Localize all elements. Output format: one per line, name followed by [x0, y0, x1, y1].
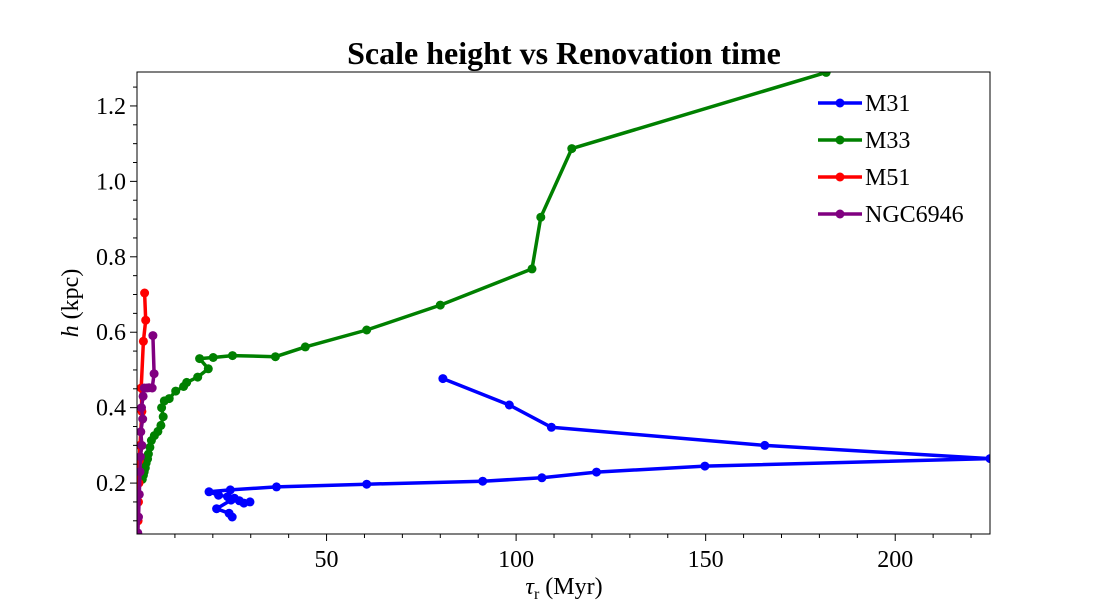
- data-point-m31: [478, 476, 488, 486]
- data-point-m33: [362, 325, 372, 335]
- data-point-ngc6946: [138, 391, 148, 401]
- x-tick-label: 100: [498, 547, 534, 573]
- data-point-ngc6946: [137, 467, 145, 477]
- data-point-m33: [435, 300, 445, 310]
- legend-label: NGC6946: [865, 202, 964, 228]
- legend-marker: [835, 98, 845, 108]
- x-tick-label: 50: [315, 547, 339, 573]
- data-point-m33: [821, 72, 831, 77]
- data-point-m31: [272, 482, 281, 492]
- y-tick-label: 0.4: [96, 396, 126, 422]
- y-axis-label: h (kpc): [58, 269, 84, 338]
- data-point-ngc6946: [137, 403, 146, 413]
- data-point-m33: [193, 372, 203, 382]
- y-tick-label: 1.0: [96, 169, 126, 195]
- data-point-m31: [537, 473, 547, 483]
- data-point-m33: [145, 442, 155, 452]
- y-tick-label: 1.2: [96, 94, 126, 120]
- data-point-ngc6946: [139, 383, 149, 393]
- data-point-ngc6946: [149, 369, 159, 379]
- data-point-m31: [700, 461, 710, 471]
- data-point-m33: [228, 351, 237, 361]
- data-point-ngc6946: [148, 331, 158, 341]
- data-point-m31: [760, 440, 770, 450]
- data-point-m51: [141, 315, 151, 325]
- data-point-m33: [300, 342, 310, 352]
- data-point-m31: [985, 454, 990, 464]
- data-point-m31: [592, 467, 601, 477]
- data-point-m31: [204, 487, 214, 497]
- legend-marker: [835, 135, 845, 145]
- data-point-m33: [146, 436, 156, 445]
- data-point-m33: [527, 264, 537, 274]
- legend-marker: [835, 172, 845, 182]
- x-axis-label: τr (Myr): [525, 574, 602, 600]
- data-point-ngc6946: [137, 512, 143, 522]
- chart-title: Scale height vs Renovation time: [347, 35, 781, 71]
- data-point-m31: [212, 504, 222, 514]
- data-point-m33: [203, 364, 213, 374]
- x-tick-label: 150: [688, 547, 724, 573]
- y-tick-label: 0.2: [96, 471, 126, 497]
- data-point-m31: [227, 512, 237, 522]
- data-point-m33: [158, 412, 168, 422]
- data-point-m31: [362, 479, 372, 489]
- legend-marker: [835, 209, 845, 219]
- data-point-m33: [159, 396, 169, 406]
- data-point-m33: [536, 212, 546, 222]
- data-point-m31: [225, 485, 235, 495]
- data-point-m33: [270, 352, 280, 362]
- data-point-m31: [546, 422, 556, 432]
- data-point-ngc6946: [138, 414, 148, 424]
- y-tick-label: 0.6: [96, 320, 126, 346]
- data-point-ngc6946: [137, 452, 145, 462]
- data-point-m51: [140, 288, 150, 298]
- data-point-m31: [234, 496, 244, 506]
- x-tick-label: 200: [877, 547, 913, 573]
- data-point-m33: [179, 382, 189, 391]
- data-point-m31: [504, 400, 514, 410]
- data-point-ngc6946: [137, 528, 143, 534]
- data-point-m33: [208, 353, 218, 362]
- legend: M31 M33 M51 NGC6946: [818, 91, 964, 228]
- data-point-m33: [195, 354, 205, 364]
- data-point-m31: [226, 495, 236, 505]
- y-tick-label: 0.8: [96, 245, 126, 271]
- plot-frame: [136, 71, 991, 535]
- data-point-m33: [171, 386, 181, 396]
- data-point-m51: [138, 336, 148, 346]
- data-point-m31: [245, 497, 255, 507]
- legend-label: M51: [865, 165, 910, 191]
- data-point-ngc6946: [137, 440, 147, 450]
- series-line-m33: [140, 72, 827, 480]
- data-point-ngc6946: [137, 489, 144, 499]
- series-line-m31: [207, 376, 990, 519]
- data-point-m33: [567, 144, 577, 154]
- data-point-m33: [157, 403, 167, 413]
- legend-label: M31: [865, 91, 910, 117]
- data-point-m31: [214, 490, 223, 500]
- data-point-ngc6946: [137, 427, 146, 437]
- legend-label: M33: [865, 128, 910, 154]
- data-point-m31: [438, 374, 448, 384]
